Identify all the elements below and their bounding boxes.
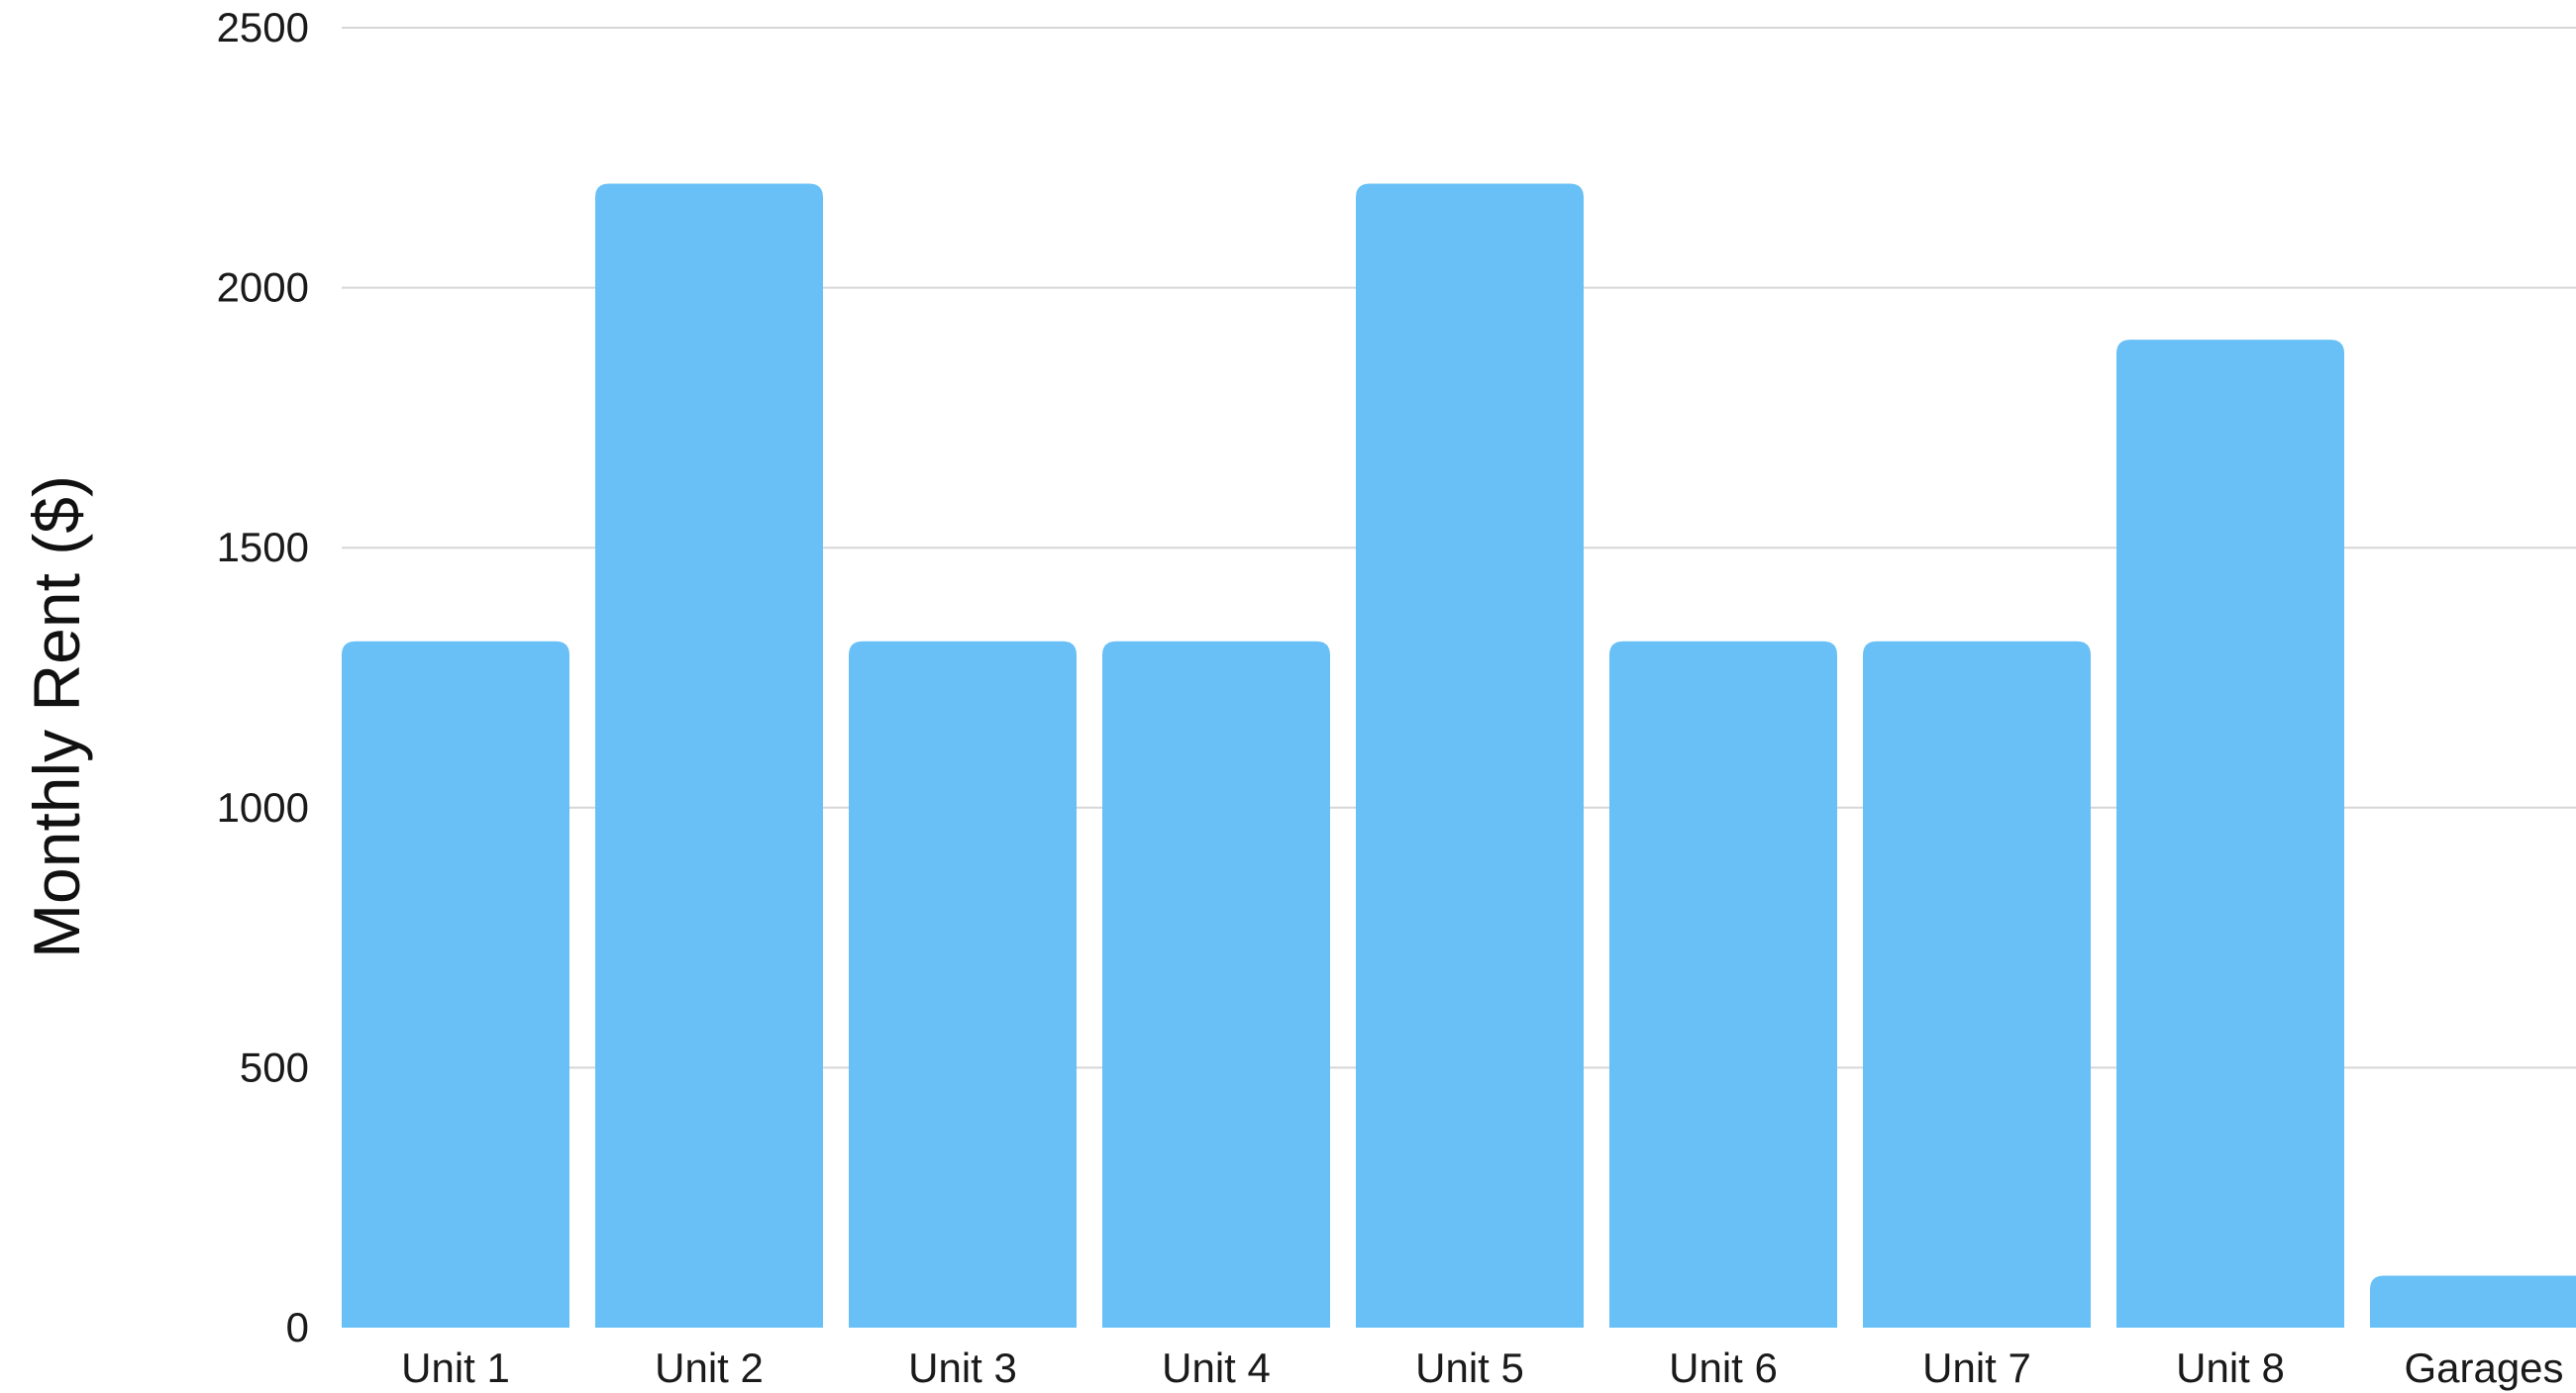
bar-unit-8 [2116, 340, 2344, 1328]
x-axis-ticks: Unit 1 Unit 2 Unit 3 Unit 4 Unit 5 Unit 6 Unit… [401, 1344, 2563, 1391]
y-tick-label: 500 [240, 1044, 309, 1090]
x-tick-label: Garages [2404, 1344, 2563, 1391]
y-tick-label: 2500 [217, 4, 309, 50]
bar-unit-7 [1863, 641, 2091, 1328]
y-tick-label: 1000 [217, 784, 309, 831]
bar-unit-2 [595, 183, 823, 1328]
y-axis-title: Monthly Rent ($) [20, 475, 93, 958]
bar-unit-1 [342, 641, 569, 1328]
x-tick-label: Unit 2 [655, 1344, 764, 1391]
x-tick-label: Unit 3 [908, 1344, 1017, 1391]
bar-unit-3 [849, 641, 1077, 1328]
bar-unit-5 [1356, 183, 1584, 1328]
y-tick-label: 1500 [217, 524, 309, 570]
bar-unit-6 [1609, 641, 1837, 1328]
x-tick-label: Unit 4 [1162, 1344, 1271, 1391]
x-tick-label: Unit 8 [2176, 1344, 2285, 1391]
x-tick-label: Unit 6 [1669, 1344, 1778, 1391]
bar-garages [2370, 1275, 2576, 1328]
x-tick-label: Unit 5 [1415, 1344, 1524, 1391]
x-tick-label: Unit 1 [401, 1344, 510, 1391]
y-tick-label: 0 [286, 1304, 309, 1350]
x-tick-label: Unit 7 [1922, 1344, 2031, 1391]
bars [342, 183, 2576, 1328]
y-tick-label: 2000 [217, 264, 309, 311]
y-axis-ticks: 0 500 1000 1500 2000 2500 [217, 4, 309, 1350]
bar-unit-4 [1102, 641, 1330, 1328]
